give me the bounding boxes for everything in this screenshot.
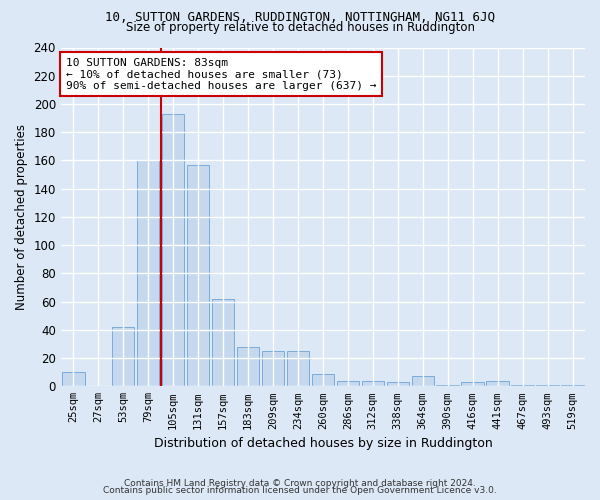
Bar	[436, 385, 459, 386]
Bar	[412, 376, 434, 386]
Bar	[212, 299, 234, 386]
Bar	[137, 160, 160, 386]
Bar	[311, 374, 334, 386]
Bar	[461, 382, 484, 386]
Y-axis label: Number of detached properties: Number of detached properties	[15, 124, 28, 310]
Text: 10, SUTTON GARDENS, RUDDINGTON, NOTTINGHAM, NG11 6JQ: 10, SUTTON GARDENS, RUDDINGTON, NOTTINGH…	[105, 11, 495, 24]
Bar	[561, 385, 584, 386]
Text: Size of property relative to detached houses in Ruddington: Size of property relative to detached ho…	[125, 22, 475, 35]
X-axis label: Distribution of detached houses by size in Ruddington: Distribution of detached houses by size …	[154, 437, 492, 450]
Bar	[362, 380, 384, 386]
Text: Contains HM Land Registry data © Crown copyright and database right 2024.: Contains HM Land Registry data © Crown c…	[124, 478, 476, 488]
Bar	[187, 164, 209, 386]
Text: Contains public sector information licensed under the Open Government Licence v3: Contains public sector information licen…	[103, 486, 497, 495]
Bar	[287, 351, 309, 386]
Bar	[487, 380, 509, 386]
Text: 10 SUTTON GARDENS: 83sqm
← 10% of detached houses are smaller (73)
90% of semi-d: 10 SUTTON GARDENS: 83sqm ← 10% of detach…	[66, 58, 377, 91]
Bar	[262, 351, 284, 386]
Bar	[62, 372, 85, 386]
Bar	[511, 385, 534, 386]
Bar	[162, 114, 184, 386]
Bar	[386, 382, 409, 386]
Bar	[337, 380, 359, 386]
Bar	[536, 385, 559, 386]
Bar	[237, 347, 259, 387]
Bar	[112, 327, 134, 386]
